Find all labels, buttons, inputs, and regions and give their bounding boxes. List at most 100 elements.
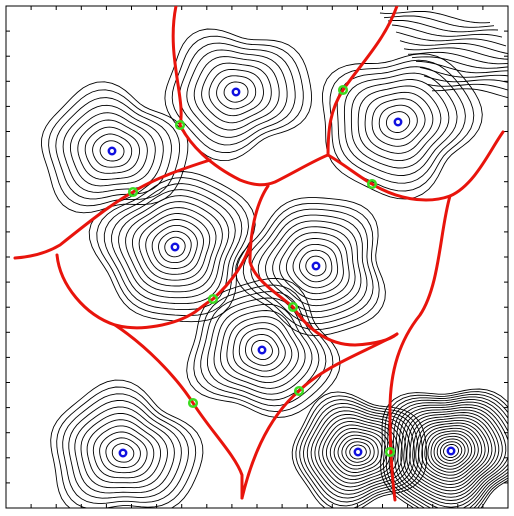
saddle-marker — [187, 397, 199, 409]
contour-line — [371, 98, 426, 147]
saddle-marker — [127, 186, 139, 198]
contour-line — [80, 412, 168, 489]
contour-line — [265, 220, 362, 313]
contour-line — [400, 406, 507, 501]
contour-line — [436, 438, 466, 464]
frame-ticks — [5, 5, 508, 508]
saddle-marker — [293, 385, 305, 397]
contour-line — [68, 400, 182, 499]
contour-line — [99, 140, 125, 162]
contour-line — [145, 219, 204, 275]
maximum-marker — [311, 261, 321, 271]
ridge-line — [248, 184, 399, 347]
contour-line — [394, 401, 508, 508]
contour-line — [406, 412, 500, 495]
contour-line — [118, 195, 230, 299]
contour-line — [333, 431, 383, 473]
contour-line — [238, 328, 286, 372]
contour-line — [345, 441, 371, 463]
contour-line — [272, 226, 356, 307]
saddle-marker — [337, 84, 349, 96]
contour-line — [291, 391, 428, 508]
contour-line — [378, 104, 418, 140]
contour-line — [318, 417, 399, 488]
contour-line — [84, 126, 140, 174]
contour-line — [62, 393, 189, 505]
contour-line — [251, 339, 273, 361]
contour-line — [186, 49, 288, 138]
contour-line — [382, 391, 508, 508]
contour-line — [409, 414, 496, 492]
ridge-line — [13, 158, 212, 260]
contour-line — [292, 243, 339, 289]
contour-line — [208, 69, 264, 117]
contour-line — [56, 386, 197, 508]
contour-line — [242, 202, 380, 331]
contour-line — [92, 133, 133, 168]
contour-line — [364, 91, 434, 154]
contour-line — [412, 417, 493, 489]
maximum-marker — [393, 117, 403, 127]
contour-line — [357, 85, 442, 162]
contour-line — [415, 60, 508, 74]
contour-line — [279, 232, 350, 301]
contour-line — [433, 435, 469, 467]
contour-line — [92, 425, 155, 479]
contour-line — [48, 89, 181, 207]
contour-line — [310, 410, 407, 495]
saddle-marker — [207, 293, 219, 305]
contour-line — [329, 427, 387, 477]
contour-line — [77, 119, 148, 180]
contour-line — [427, 83, 508, 91]
contour-line — [443, 444, 459, 459]
maximum-marker — [257, 345, 267, 355]
contour-line — [314, 414, 403, 492]
maximum-marker — [231, 87, 241, 97]
contour-line — [158, 230, 192, 264]
ridge-line — [326, 6, 399, 157]
contour-line — [69, 112, 156, 187]
contour-line — [186, 278, 341, 418]
contour-line — [303, 402, 415, 503]
contour-line — [299, 399, 419, 507]
saddle-marker — [384, 446, 396, 458]
contour-line — [403, 409, 503, 498]
contour-line — [55, 97, 172, 200]
contour-line — [235, 197, 386, 337]
contour-line — [337, 434, 379, 470]
contour-line — [164, 236, 186, 258]
contour-line — [50, 379, 204, 508]
contour-line — [411, 56, 508, 69]
contour-line — [103, 183, 243, 311]
contour-line — [223, 81, 249, 103]
contour-line — [387, 19, 499, 33]
contour-line — [379, 10, 491, 24]
contour-line — [299, 249, 333, 283]
ridge-line — [326, 130, 505, 202]
contour-line — [391, 24, 503, 38]
contour-line — [385, 111, 411, 133]
contour-line — [200, 291, 327, 407]
ridge-line — [55, 243, 252, 330]
contour-line — [380, 388, 508, 508]
contour-line — [171, 35, 304, 154]
contour-line — [193, 284, 334, 413]
contour-line — [201, 62, 272, 124]
contour-line — [383, 15, 495, 28]
contour-line — [220, 310, 306, 389]
ridge-line — [113, 323, 244, 500]
contour-line — [430, 433, 473, 470]
saddle-marker — [287, 301, 299, 313]
contour-line — [111, 443, 135, 463]
contour-line — [343, 72, 458, 176]
contour-line — [245, 334, 280, 366]
contour-line — [257, 214, 368, 319]
contour-line — [105, 437, 141, 468]
contour-line — [86, 419, 162, 484]
ridge-line — [240, 332, 399, 500]
contour-line — [423, 75, 508, 83]
contour-lines — [40, 10, 508, 508]
critical-points — [107, 84, 456, 458]
